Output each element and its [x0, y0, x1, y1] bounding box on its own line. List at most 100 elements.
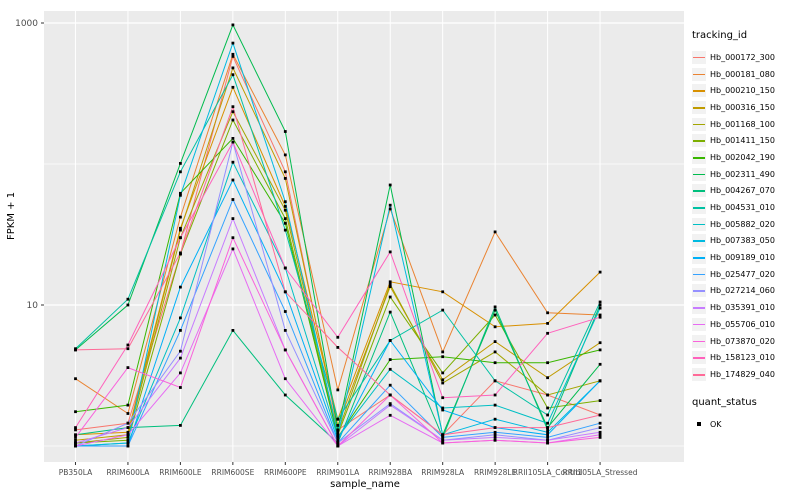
legend-key-swatch [692, 367, 706, 381]
data-point [231, 247, 235, 251]
data-point [179, 356, 182, 360]
data-point [74, 436, 77, 439]
data-point [74, 444, 77, 448]
data-point [74, 348, 77, 352]
data-point [179, 349, 182, 353]
data-point [546, 438, 549, 442]
data-point [546, 436, 549, 439]
data-point [388, 413, 392, 417]
data-point [546, 441, 549, 445]
data-point [441, 408, 445, 412]
data-point [493, 340, 497, 343]
legend-label: Hb_027214_060 [710, 286, 775, 296]
legend-title-tracking-id: tracking_id [692, 30, 748, 41]
legend-key-swatch [692, 201, 706, 215]
data-point [493, 308, 497, 312]
legend-label: Hb_158123_010 [710, 353, 775, 363]
data-point [126, 412, 130, 415]
data-point [493, 305, 497, 309]
legend-item-Hb_001168_100: Hb_001168_100 [692, 116, 798, 133]
data-point [388, 403, 392, 407]
data-point [388, 393, 392, 397]
data-point [441, 381, 445, 385]
data-point [388, 207, 392, 211]
data-point [231, 73, 235, 77]
data-point [74, 438, 77, 442]
data-point [493, 430, 497, 434]
quant-key-swatch [692, 417, 706, 431]
data-point [126, 297, 130, 301]
legend-item-Hb_035391_010: Hb_035391_010 [692, 299, 798, 316]
data-point [598, 315, 602, 319]
data-point [179, 386, 182, 389]
legend-key-line [693, 273, 705, 276]
data-point [283, 377, 287, 381]
legend-item-Hb_009189_010: Hb_009189_010 [692, 249, 798, 266]
data-point [126, 430, 130, 434]
data-point [231, 178, 235, 182]
legend-label: Hb_001411_150 [710, 136, 775, 146]
data-point [441, 290, 445, 294]
data-point [598, 313, 602, 317]
data-point [598, 379, 602, 383]
legend-key-line [693, 340, 705, 343]
data-point [546, 426, 549, 429]
data-point [441, 355, 445, 359]
data-point [493, 230, 497, 234]
data-point [283, 170, 287, 174]
data-point [231, 329, 235, 332]
data-point [179, 285, 182, 289]
data-point [231, 140, 235, 144]
data-point [546, 376, 549, 380]
data-point [74, 428, 77, 432]
data-point [179, 193, 182, 197]
data-point [179, 371, 182, 375]
data-point [598, 430, 602, 434]
legend-label: Hb_025477_020 [710, 269, 775, 279]
data-point [493, 433, 497, 437]
quant-point-icon [697, 422, 701, 427]
data-point [126, 421, 130, 425]
legend-key-swatch [692, 267, 706, 281]
data-point [598, 433, 602, 437]
legend-item-Hb_000316_150: Hb_000316_150 [692, 99, 798, 116]
legend-key-line [693, 307, 705, 309]
data-point [283, 177, 287, 180]
legend-label: Hb_055706_010 [710, 319, 775, 329]
legend-key-line [693, 290, 705, 293]
data-point [598, 413, 602, 417]
data-point [598, 362, 602, 366]
data-point [231, 52, 235, 56]
legend-key-line [693, 323, 705, 326]
legend-key-line [693, 156, 705, 159]
data-point [388, 383, 392, 387]
data-point [126, 444, 130, 448]
data-point [546, 413, 549, 417]
data-point [179, 236, 182, 240]
legend-label: Hb_004531_010 [710, 203, 775, 213]
data-point [388, 283, 392, 286]
legend-key-line [693, 373, 705, 376]
data-point [336, 430, 340, 434]
data-point [283, 228, 287, 232]
data-point [231, 236, 235, 240]
data-point [126, 366, 130, 369]
data-point [546, 428, 549, 432]
data-point [283, 266, 287, 270]
legend-label: Hb_005882_020 [710, 219, 775, 229]
data-point [598, 306, 602, 310]
legend-key-swatch [692, 67, 706, 81]
x-tick-label-RRIM928BA: RRIM928BA [368, 468, 413, 477]
legend-key-swatch [692, 351, 706, 365]
data-point [546, 311, 549, 315]
data-point [441, 406, 445, 410]
legend-item-Hb_073870_020: Hb_073870_020 [692, 333, 798, 350]
data-point [388, 250, 392, 254]
legend-item-Hb_025477_020: Hb_025477_020 [692, 266, 798, 283]
legend-item-Hb_004267_070: Hb_004267_070 [692, 183, 798, 200]
legend-key-line [693, 106, 705, 109]
data-point [493, 393, 497, 397]
data-point [546, 393, 549, 397]
data-point [493, 417, 497, 421]
y-tick-label: 10 [27, 301, 39, 311]
